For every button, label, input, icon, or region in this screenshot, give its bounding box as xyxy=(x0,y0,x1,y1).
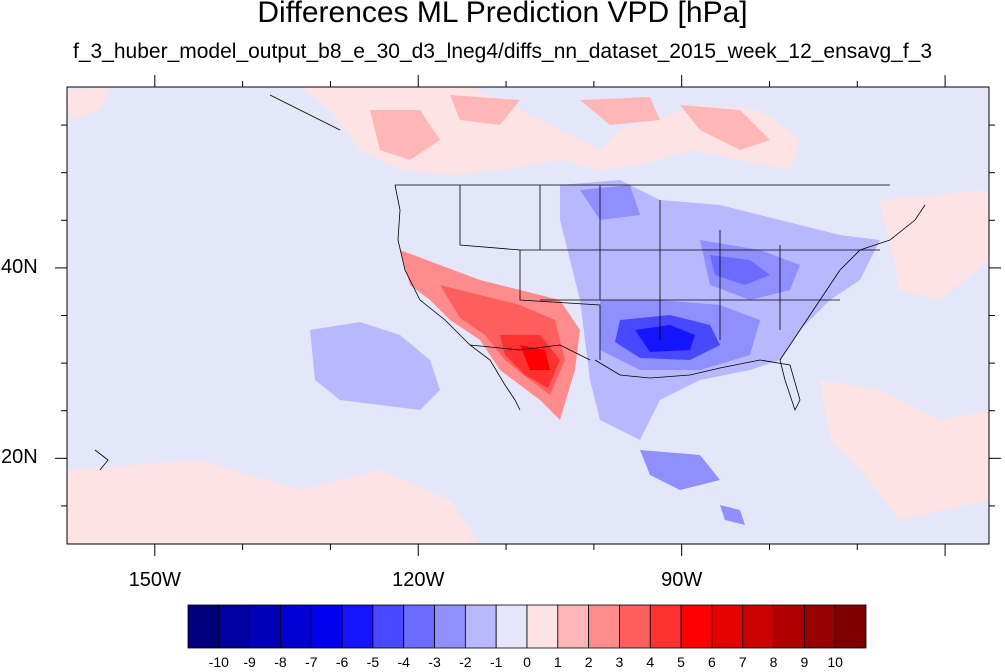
blue-region-caribbean xyxy=(640,450,720,490)
light-red-patch-yukon xyxy=(450,95,520,125)
us-mexico-border xyxy=(469,344,591,361)
colorbar-label: 10 xyxy=(827,654,843,670)
state-borders-zonal xyxy=(520,249,880,301)
colorbar-swatch xyxy=(341,604,374,649)
x-tick-label: 90W xyxy=(661,569,703,591)
colorbar-swatch xyxy=(557,604,590,649)
alaska-panhandle-coast xyxy=(269,94,341,131)
y-tick-label: 40N xyxy=(1,255,38,278)
blue-region-ohio-core xyxy=(710,255,770,285)
colorbar-label: -8 xyxy=(274,654,287,670)
colorbar-label: -1 xyxy=(489,654,503,670)
colorbar-swatch xyxy=(588,604,620,649)
colorbar-label: 3 xyxy=(615,654,624,670)
map-field xyxy=(67,87,989,544)
colorbar-label: -2 xyxy=(459,654,472,670)
state-borders-meridional xyxy=(539,185,781,340)
colorbar-swatch xyxy=(834,604,867,649)
light-red-patch-hudson xyxy=(680,105,770,150)
hawaii-islands xyxy=(94,449,109,471)
colorbar-swatch xyxy=(310,604,343,649)
colorbar-label: -7 xyxy=(305,654,318,670)
colorbar-label: -5 xyxy=(366,654,380,670)
red-region-southwest-peak xyxy=(520,345,550,370)
colorbar-label: 5 xyxy=(677,654,685,670)
colorbar-label: 1 xyxy=(553,654,562,670)
colorbar-swatch xyxy=(495,604,528,649)
gulf-atlantic-coastline xyxy=(594,204,926,412)
colorbar-label: 2 xyxy=(584,654,593,670)
figure-subtitle: f_3_huber_model_output_b8_e_30_d3_lneg4/… xyxy=(72,40,933,63)
blue-region-south-carribean xyxy=(720,505,745,525)
x-tick-label: 150W xyxy=(128,569,181,591)
colorbar-label: 0 xyxy=(523,654,531,670)
coastlines xyxy=(94,94,926,471)
light-red-patch-nwt xyxy=(580,97,660,125)
light-red-patch-alaska xyxy=(370,110,440,160)
colorbar-swatch xyxy=(372,604,405,649)
blue-region-pacific xyxy=(310,322,440,410)
colorbar xyxy=(187,604,867,649)
state-borders-sample xyxy=(459,185,601,360)
colorbar-swatch xyxy=(249,604,281,649)
colorbar-label: 9 xyxy=(800,654,809,670)
colorbar-label: 6 xyxy=(708,654,716,670)
colorbar-swatch xyxy=(464,604,497,649)
colorbar-label: -4 xyxy=(397,654,410,670)
pale-red-region-northwest xyxy=(67,88,110,120)
colorbar-swatch xyxy=(403,604,435,649)
colorbar-swatch xyxy=(280,604,312,649)
colorbar-swatch xyxy=(680,604,713,649)
colorbar-swatch xyxy=(803,604,836,649)
map-ticks xyxy=(55,75,1001,556)
colorbar-label: 8 xyxy=(769,654,778,670)
colorbar-label: -3 xyxy=(428,654,441,670)
pale-red-region-atlantic xyxy=(820,380,989,520)
pale-red-region-northeast xyxy=(880,190,989,300)
colorbar-swatch xyxy=(218,604,251,649)
colorbar-swatch xyxy=(619,604,651,649)
blue-region-dakotas xyxy=(580,185,640,220)
colorbar-label: 4 xyxy=(646,654,655,670)
colorbar-swatch xyxy=(434,604,466,649)
pale-red-region-north xyxy=(300,87,800,175)
colorbar-label: 7 xyxy=(738,654,747,670)
colorbar-swatch xyxy=(742,604,774,649)
colorbar-swatch xyxy=(711,604,744,649)
colorbar-swatch xyxy=(773,604,805,649)
x-tick-label: 120W xyxy=(392,569,445,591)
colorbar-label: -10 xyxy=(208,654,229,670)
pacific-coastline xyxy=(394,184,521,411)
figure-title: Differences ML Prediction VPD [hPa] xyxy=(257,0,748,29)
colorbar-swatch xyxy=(526,604,559,649)
colorbar-swatch xyxy=(649,604,682,649)
pale-red-region-southwest xyxy=(67,460,480,544)
colorbar-label: -6 xyxy=(335,654,349,670)
colorbar-label: -9 xyxy=(243,654,256,670)
colorbar-swatch xyxy=(187,604,220,649)
blue-region-core xyxy=(635,325,695,352)
y-tick-label: 20N xyxy=(1,446,38,469)
